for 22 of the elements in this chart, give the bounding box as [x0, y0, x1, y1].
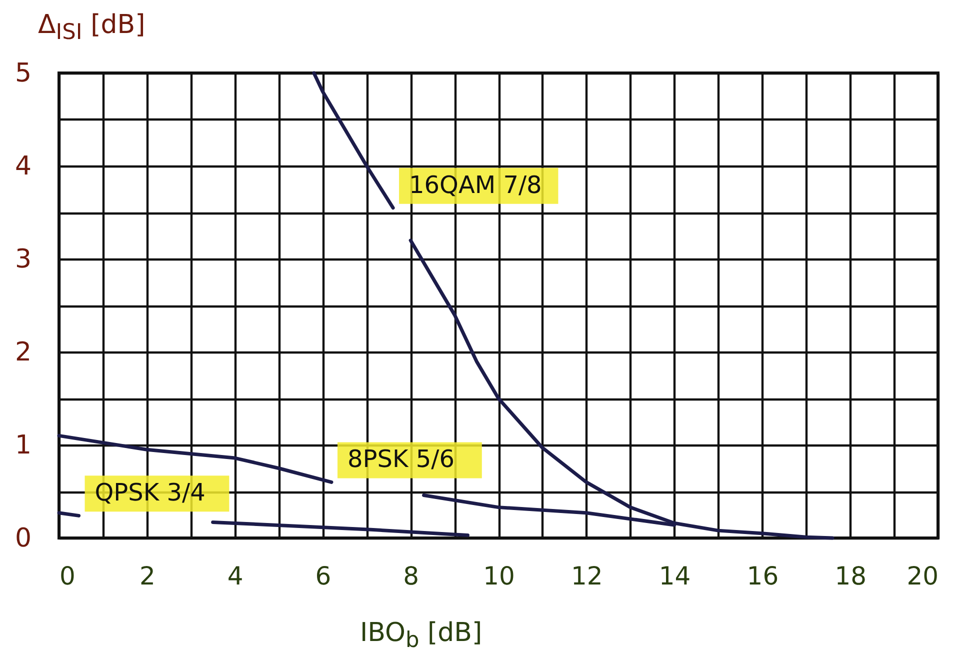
x-tick-label: 12 — [570, 562, 603, 590]
x-tick-label: 0 — [60, 562, 76, 590]
y-tick-label: 3 — [14, 244, 32, 274]
y-tick-label: 5 — [14, 58, 32, 88]
x-tick-label: 14 — [658, 562, 691, 590]
x-tick-label: 4 — [227, 562, 244, 590]
x-tick-label: 16 — [746, 562, 779, 590]
x-tick-label: 18 — [834, 562, 867, 590]
x-tick-label: 2 — [139, 562, 156, 590]
x-tick-label: 20 — [906, 562, 938, 590]
y-tick-label: 4 — [14, 152, 32, 182]
x-axis-title: IBO$_{b}$ [dB] — [360, 618, 482, 654]
x-tick-label: 6 — [315, 562, 332, 590]
series-label: 16QAM 7/8 — [409, 170, 542, 199]
x-tick-label: 10 — [483, 562, 515, 590]
series-label: QPSK 3/4 — [94, 478, 206, 507]
y-tick-label: 2 — [14, 338, 32, 368]
y-axis-title: Δ$_{ISI}$ [dB] — [38, 10, 146, 46]
series-label: 8PSK 5/6 — [347, 445, 454, 474]
x-tick-label: 8 — [403, 562, 420, 590]
y-tick-label: 1 — [14, 430, 32, 460]
y-tick-label: 0 — [14, 524, 32, 554]
